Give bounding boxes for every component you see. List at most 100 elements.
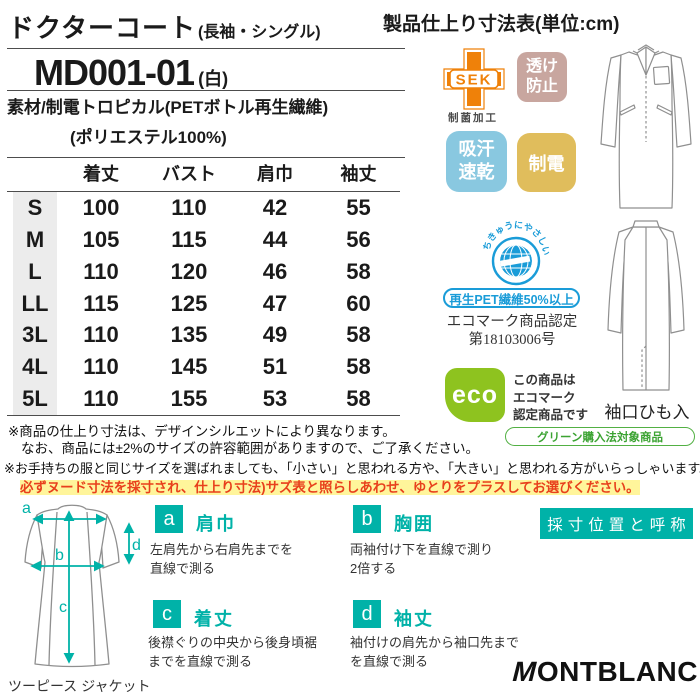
product-code: MD001-01 (34, 52, 195, 93)
coat-front-illustration (600, 44, 692, 209)
value-cell: 125 (170, 290, 208, 316)
green-purchasing-law-label: グリーン購入法対象商品 (505, 427, 695, 446)
table-row: L 110 120 46 58 (7, 255, 400, 288)
size-cell: 5L (13, 383, 57, 415)
size-cell: 4L (13, 351, 57, 384)
value-cell: 47 (262, 290, 288, 316)
size-chart-title: 製品仕上り寸法表(単位:cm) (383, 14, 620, 35)
value-cell: 46 (262, 258, 288, 284)
coat-back-illustration (607, 220, 685, 391)
material-line-1: 素材/制電トロピカル(PETボトル再生繊維) (7, 98, 329, 117)
col-header: 袖丈 (340, 164, 377, 184)
diagram-label-d: d (132, 537, 141, 554)
value-cell: 58 (346, 386, 371, 412)
value-cell: 100 (82, 195, 120, 220)
value-cell: 105 (82, 226, 120, 252)
value-cell: 115 (171, 226, 207, 252)
measure-name-d: 袖丈 (394, 609, 434, 629)
diagram-label-b: b (55, 547, 64, 564)
diagram-caption: ツーピース ジャケット (8, 678, 151, 694)
diagram-label-a: a (22, 500, 31, 517)
measure-position-header: 採寸位置と呼称 (540, 508, 693, 539)
eco-note: この商品は エコマーク 認定商品です (513, 373, 589, 422)
value-cell: 55 (346, 195, 371, 220)
table-row: 5L 110 155 53 58 (7, 383, 400, 415)
page-title: ドクターコート (長袖・シングル) (8, 8, 321, 45)
product-title: ドクターコート (8, 13, 196, 43)
product-title-suffix: (長袖・シングル) (197, 24, 321, 41)
product-color-note: (白) (198, 69, 229, 89)
note-line-4-wrap: 必ずヌード寸法を採寸され、仕上り寸法)サズ表と照らしあわせ、ゆとりをプラスしてお… (20, 476, 640, 497)
divider (7, 157, 405, 158)
value-cell: 58 (346, 322, 371, 348)
measure-name-b: 胸囲 (394, 514, 434, 534)
table-header-divider (7, 191, 400, 192)
table-bottom-divider (7, 415, 400, 416)
antistatic-badge: 制電 (517, 133, 576, 192)
measure-desc-c: 後襟ぐりの中央から後身頃裾 までを直線で測る (148, 635, 318, 669)
value-cell: 53 (262, 386, 288, 412)
table-row: 3L 110 135 49 58 (7, 319, 400, 352)
table-row: M 105 115 44 56 (7, 223, 400, 256)
sek-text: SEK (456, 72, 493, 89)
measure-key-c: c (153, 600, 181, 628)
note-line-3: ※お手持ちの服と同じサイズを選ばれましても、「小さい」と思われる方や、「大きい」… (4, 461, 700, 476)
sek-caption: 制菌加工 (448, 112, 498, 124)
measure-desc-d: 袖付けの肩先から袖口先まで を直線で測る (350, 635, 520, 669)
measure-name-c: 着丈 (194, 609, 234, 629)
measure-name-a: 肩巾 (196, 514, 236, 534)
diagram-label-c: c (59, 599, 67, 616)
size-cell: LL (13, 287, 57, 320)
divider (7, 90, 405, 91)
size-cell: M (13, 223, 57, 256)
eco-certification: エコマーク商品認定 第18103006号 (436, 314, 588, 349)
divider (7, 48, 405, 49)
recycled-pet-label: 再生PET繊維50%以上 (443, 288, 580, 308)
eco-mark-earth-icon: ちきゅうにやさしい (481, 220, 551, 286)
measure-key-a: a (155, 505, 183, 533)
size-cell: S (13, 192, 57, 224)
note-line-4-highlighted: 必ずヌード寸法を採寸され、仕上り寸法)サズ表と照らしあわせ、ゆとりをプラスしてお… (20, 480, 640, 495)
value-cell: 44 (262, 226, 288, 252)
col-header: 着丈 (83, 164, 119, 184)
value-cell: 58 (346, 258, 371, 284)
measure-key-d: d (353, 600, 381, 628)
material-line-2: (ポリエステル100%) (70, 128, 227, 147)
value-cell: 51 (262, 354, 288, 380)
moisture-wicking-badge: 吸汗 速乾 (446, 131, 507, 192)
value-cell: 115 (83, 290, 119, 316)
eco-cert-line-2: 第18103006号 (468, 331, 556, 348)
note-line-2: なお、商品には±2%のサイズの許容範囲がありますので、ご了承ください。 (21, 441, 479, 456)
product-code-row: MD001-01 (白) (34, 52, 228, 94)
measure-key-b: b (353, 505, 381, 533)
logo-rest: ONTBLANC (536, 656, 698, 687)
col-header: バスト (162, 164, 216, 184)
value-cell: 110 (83, 258, 119, 284)
measurement-diagram: a b c d (22, 500, 141, 668)
col-header: 肩巾 (257, 164, 293, 184)
value-cell: 155 (170, 386, 208, 412)
size-table: S 100 110 42 55 M 105 115 44 56 L 110 12… (7, 192, 400, 415)
size-table-header: 着丈 バスト 肩巾 袖丈 (7, 158, 400, 191)
header-size-col (13, 158, 57, 191)
eco-cert-line-1: エコマーク商品認定 (446, 314, 578, 330)
size-cell: L (13, 255, 57, 288)
value-cell: 110 (171, 195, 207, 220)
measure-desc-a: 左肩先から右肩先までを 直線で測る (150, 542, 294, 576)
value-cell: 49 (262, 322, 288, 348)
size-cell: 3L (13, 319, 57, 352)
value-cell: 135 (170, 322, 208, 348)
value-cell: 145 (170, 354, 208, 380)
value-cell: 60 (346, 290, 371, 316)
note-line-1: ※商品の仕上り寸法は、デザインシルエットにより異なります。 (8, 424, 396, 439)
value-cell: 110 (83, 322, 119, 348)
montblanc-logo: MONTBLANC (482, 656, 698, 688)
value-cell: 56 (346, 226, 371, 252)
value-cell: 58 (346, 354, 371, 380)
measure-desc-b: 両袖付け下を直線で測り 2倍する (350, 542, 494, 576)
value-cell: 120 (170, 258, 208, 284)
table-row: LL 115 125 47 60 (7, 287, 400, 320)
eco-badge: eco (445, 368, 505, 422)
sek-antibacterial-mark-icon: SEK (443, 48, 505, 110)
